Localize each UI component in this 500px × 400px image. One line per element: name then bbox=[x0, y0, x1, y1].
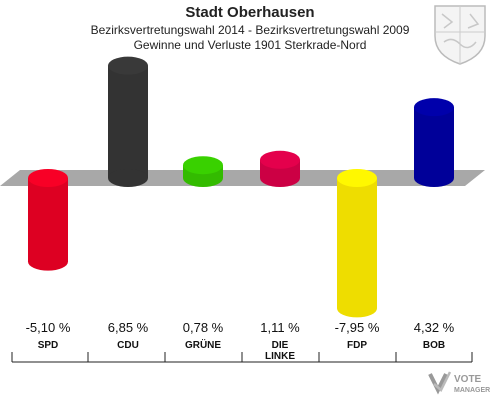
category-label: BOB bbox=[423, 340, 445, 351]
value-label: 4,32 % bbox=[414, 320, 455, 335]
category-label: DIE bbox=[272, 340, 289, 351]
value-label: 0,78 % bbox=[183, 320, 224, 335]
chart-subtitle-2: Gewinne und Verluste 1901 Sterkrade-Nord bbox=[133, 38, 367, 52]
category-label: GRÜNE bbox=[185, 338, 221, 351]
logo-manager-text: MANAGER bbox=[454, 387, 490, 394]
chart-subtitle: Bezirksvertretungswahl 2014 - Bezirksver… bbox=[90, 23, 410, 37]
bar-fdp bbox=[337, 178, 377, 309]
chart-title: Stadt Oberhausen bbox=[185, 4, 315, 21]
bar-bottom-gr-ne bbox=[183, 169, 223, 187]
bar-top-fdp bbox=[337, 169, 377, 187]
bar-top-die-linke bbox=[260, 150, 300, 169]
votemanager-logo-icon: VOTE MANAGER bbox=[428, 371, 490, 395]
bar-top-bob bbox=[414, 98, 454, 117]
bar-bottom-fdp bbox=[337, 299, 377, 318]
bar-bottom-die-linke bbox=[260, 169, 300, 187]
bar-spd bbox=[28, 178, 68, 262]
bar-top-spd bbox=[28, 169, 68, 187]
bar-top-cdu bbox=[108, 56, 148, 75]
value-label: 6,85 % bbox=[108, 320, 149, 335]
value-label: -5,10 % bbox=[26, 320, 71, 335]
category-label: CDU bbox=[117, 340, 139, 351]
value-label: -7,95 % bbox=[335, 320, 380, 335]
category-label: SPD bbox=[38, 340, 59, 351]
category-label: LINKE bbox=[265, 351, 295, 362]
bar-bottom-bob bbox=[414, 169, 454, 187]
bar-bottom-cdu bbox=[108, 169, 148, 187]
coat-of-arms-icon bbox=[434, 5, 486, 65]
bar-bob bbox=[414, 107, 454, 178]
value-label: 1,11 % bbox=[260, 320, 300, 335]
bar-bottom-spd bbox=[28, 252, 68, 271]
zero-baseline-band bbox=[0, 170, 485, 186]
logo-vote-text: VOTE bbox=[454, 374, 482, 385]
bar-cdu bbox=[108, 65, 148, 178]
category-label: FDP bbox=[347, 340, 367, 351]
bar-top-gr-ne bbox=[183, 156, 223, 175]
